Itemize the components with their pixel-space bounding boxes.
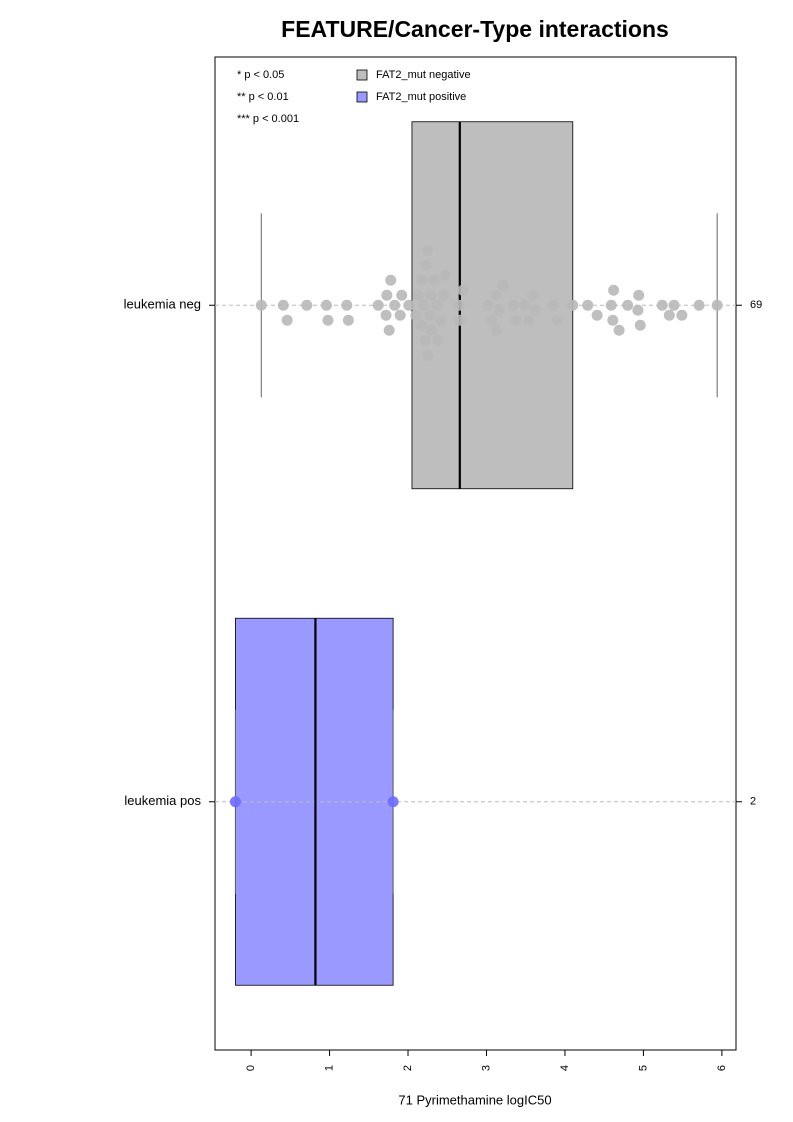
significance-legend-text: * p < 0.05: [237, 69, 284, 81]
data-point: [607, 314, 619, 326]
data-point: [396, 289, 408, 301]
x-tick-label: 5: [637, 1065, 649, 1071]
data-point: [622, 299, 634, 311]
data-point: [676, 309, 688, 321]
data-point: [415, 319, 427, 331]
data-point: [527, 289, 539, 301]
significance-legend-text: ** p < 0.01: [237, 91, 289, 103]
data-point: [403, 299, 415, 311]
data-point: [591, 309, 603, 321]
data-point: [426, 324, 438, 336]
data-point: [394, 309, 406, 321]
data-point: [372, 299, 384, 311]
data-point: [453, 299, 465, 311]
data-point: [229, 796, 241, 808]
data-point: [567, 299, 579, 311]
plot-frame: [214, 56, 737, 1051]
data-point: [420, 259, 432, 271]
data-point: [608, 284, 620, 296]
x-tick-label: 3: [480, 1065, 492, 1071]
data-point: [547, 299, 559, 311]
box: [235, 617, 394, 986]
data-point: [389, 299, 401, 311]
data-point: [381, 289, 393, 301]
data-point: [633, 289, 645, 301]
count-label: 69: [750, 299, 762, 311]
data-point: [507, 299, 519, 311]
data-point: [320, 299, 332, 311]
data-point: [491, 324, 503, 336]
legend-label: FAT2_mut negative: [376, 69, 471, 81]
data-point: [424, 309, 436, 321]
data-point: [605, 299, 617, 311]
data-point: [632, 304, 644, 316]
data-point: [490, 289, 502, 301]
legend-swatch: [356, 69, 368, 81]
data-point: [437, 289, 449, 301]
data-point: [454, 314, 466, 326]
data-point: [277, 299, 289, 311]
data-point: [711, 299, 723, 311]
data-point: [551, 314, 563, 326]
data-point: [410, 309, 422, 321]
data-point: [432, 334, 444, 346]
data-point: [493, 304, 505, 316]
data-point: [435, 314, 447, 326]
legend-swatch: [356, 91, 368, 103]
data-point: [342, 314, 354, 326]
y-tick-label: leukemia neg: [124, 297, 201, 312]
data-point: [668, 299, 680, 311]
data-point: [656, 299, 668, 311]
data-point: [418, 299, 430, 311]
data-point: [412, 289, 424, 301]
data-point: [425, 289, 437, 301]
data-point: [422, 244, 434, 256]
y-tick-label: leukemia pos: [124, 793, 201, 808]
data-point: [634, 319, 646, 331]
data-point: [439, 269, 451, 281]
significance-legend-text: *** p < 0.001: [237, 113, 299, 125]
x-tick-label: 1: [323, 1065, 335, 1071]
data-point: [497, 279, 509, 291]
data-point: [663, 309, 675, 321]
data-point: [419, 334, 431, 346]
data-point: [301, 299, 313, 311]
data-point: [281, 314, 293, 326]
legend-label: FAT2_mut positive: [376, 91, 466, 103]
data-point: [422, 349, 434, 361]
chart-title: FEATURE/Cancer-Type interactions: [281, 16, 669, 42]
data-point: [383, 324, 395, 336]
data-point: [428, 274, 440, 286]
data-point: [385, 274, 397, 286]
data-point: [482, 299, 494, 311]
data-point: [255, 299, 267, 311]
data-point: [416, 274, 428, 286]
data-point: [431, 299, 443, 311]
data-point: [457, 284, 469, 296]
x-tick-label: 0: [245, 1065, 257, 1071]
data-point: [322, 314, 334, 326]
x-tick-label: 6: [716, 1065, 728, 1071]
data-point: [530, 304, 542, 316]
data-point: [387, 796, 399, 808]
data-point: [693, 299, 705, 311]
x-axis-label: 71 Pyrimethamine logIC50: [398, 1092, 551, 1107]
data-point: [341, 299, 353, 311]
x-tick-label: 2: [402, 1065, 414, 1071]
data-point: [380, 309, 392, 321]
data-point: [613, 324, 625, 336]
data-point: [486, 314, 498, 326]
data-point: [523, 314, 535, 326]
data-point: [582, 299, 594, 311]
data-point: [510, 314, 522, 326]
count-label: 2: [750, 796, 756, 808]
x-tick-label: 4: [559, 1065, 571, 1071]
data-point: [519, 299, 531, 311]
